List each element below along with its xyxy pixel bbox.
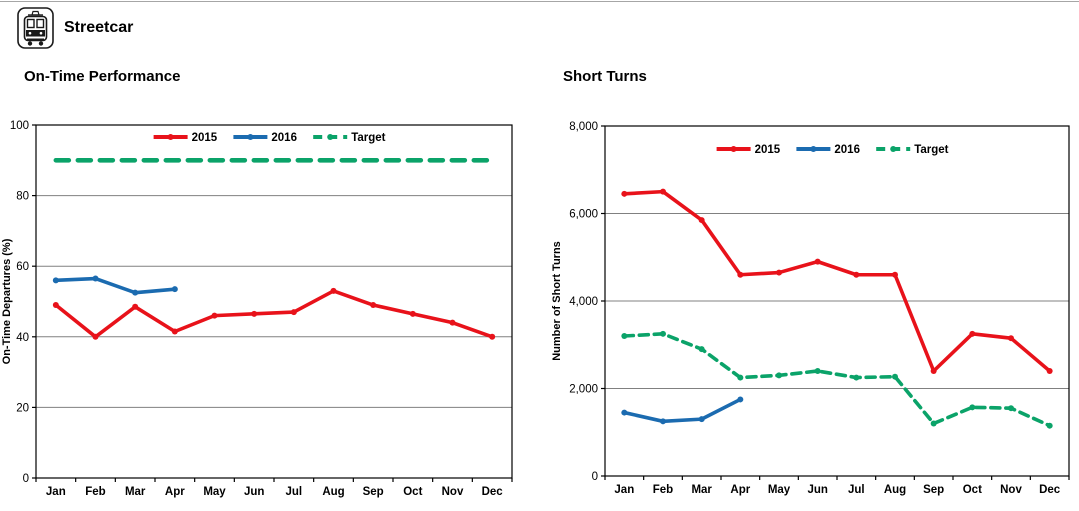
streetcar-icon (17, 7, 54, 49)
svg-text:8,000: 8,000 (569, 121, 598, 133)
svg-text:2015: 2015 (755, 144, 781, 156)
svg-text:Oct: Oct (403, 486, 422, 498)
on-time-performance-chart: 0 20 40 60 80 100 Jan Feb Mar Apr May Jun Jul Aug Sep O… (1, 120, 513, 498)
svg-text:Mar: Mar (691, 484, 712, 496)
svg-text:Sep: Sep (923, 484, 944, 496)
svg-text:Apr: Apr (730, 484, 750, 496)
chart-title-on-time-performance: On-Time Performance (24, 68, 181, 85)
legend-item-target: Target (313, 132, 386, 144)
short-turns-y-axis-title: Number of Short Turns (551, 241, 563, 361)
svg-text:Jan: Jan (614, 484, 634, 496)
svg-text:Nov: Nov (1000, 484, 1022, 496)
on-time-performance-series-2015 (52, 287, 496, 340)
svg-text:2015: 2015 (192, 132, 218, 144)
svg-text:0: 0 (592, 471, 598, 483)
svg-text:2016: 2016 (834, 144, 860, 156)
svg-text:Feb: Feb (653, 484, 673, 496)
short-turns-legend: 2015 2016 Target (716, 144, 949, 156)
svg-text:Target: Target (351, 132, 385, 144)
chart-title-short-turns: Short Turns (563, 68, 647, 85)
on-time-performance-plot-border (35, 124, 513, 479)
short-turns-series-target (621, 330, 1053, 429)
legend-item-target: Target (876, 144, 949, 156)
svg-text:Mar: Mar (125, 486, 146, 498)
page-header: Streetcar (0, 0, 1079, 56)
svg-text:Sep: Sep (363, 486, 384, 498)
top-divider (0, 1, 1079, 2)
svg-text:Nov: Nov (442, 486, 464, 498)
svg-text:May: May (768, 484, 791, 496)
legend-item-2015: 2015 (153, 132, 218, 144)
short-turns-gridlines (605, 213, 1069, 389)
svg-text:Target: Target (914, 144, 948, 156)
on-time-performance-x-axis: Jan Feb Mar Apr May Jun Jul Aug Sep Oct Nov Dec (35, 478, 513, 498)
legend-item-2016: 2016 (233, 132, 297, 144)
svg-text:Apr: Apr (165, 486, 185, 498)
short-turns-series-2015 (621, 188, 1053, 374)
svg-text:Aug: Aug (884, 484, 906, 496)
svg-text:40: 40 (16, 332, 29, 344)
svg-text:Jun: Jun (244, 486, 264, 498)
svg-text:Dec: Dec (482, 486, 504, 498)
svg-text:Dec: Dec (1039, 484, 1061, 496)
short-turns-series-2016 (621, 396, 744, 425)
legend-item-2016: 2016 (796, 144, 860, 156)
svg-text:0: 0 (23, 473, 29, 485)
svg-text:6,000: 6,000 (569, 209, 598, 221)
svg-text:2,000: 2,000 (569, 384, 598, 396)
svg-text:20: 20 (16, 402, 29, 414)
svg-text:Jul: Jul (848, 484, 865, 496)
on-time-performance-gridlines (36, 195, 512, 408)
svg-text:Oct: Oct (963, 484, 982, 496)
svg-text:60: 60 (16, 261, 29, 273)
svg-text:2016: 2016 (271, 132, 297, 144)
svg-text:May: May (203, 486, 226, 498)
on-time-performance-legend: 2015 2016 Target (153, 132, 386, 144)
on-time-performance-series-2016 (52, 275, 178, 296)
svg-text:Jun: Jun (807, 484, 827, 496)
on-time-performance-y-axis: 0 20 40 60 80 100 (10, 120, 36, 485)
svg-text:Jul: Jul (286, 486, 303, 498)
svg-text:80: 80 (16, 191, 29, 203)
page-title: Streetcar (64, 19, 134, 36)
svg-text:100: 100 (10, 120, 29, 132)
on-time-performance-y-axis-title: On-Time Departures (%) (1, 238, 13, 364)
legend-item-2015: 2015 (716, 144, 781, 156)
short-turns-x-axis: Jan Feb Mar Apr May Jun Jul Aug Sep Oct Nov Dec (604, 476, 1070, 496)
short-turns-y-axis: 0 2,000 4,000 6,000 8,000 (569, 121, 605, 483)
svg-text:Jan: Jan (46, 486, 66, 498)
svg-text:4,000: 4,000 (569, 296, 598, 308)
svg-text:Aug: Aug (322, 486, 344, 498)
svg-text:Feb: Feb (85, 486, 105, 498)
